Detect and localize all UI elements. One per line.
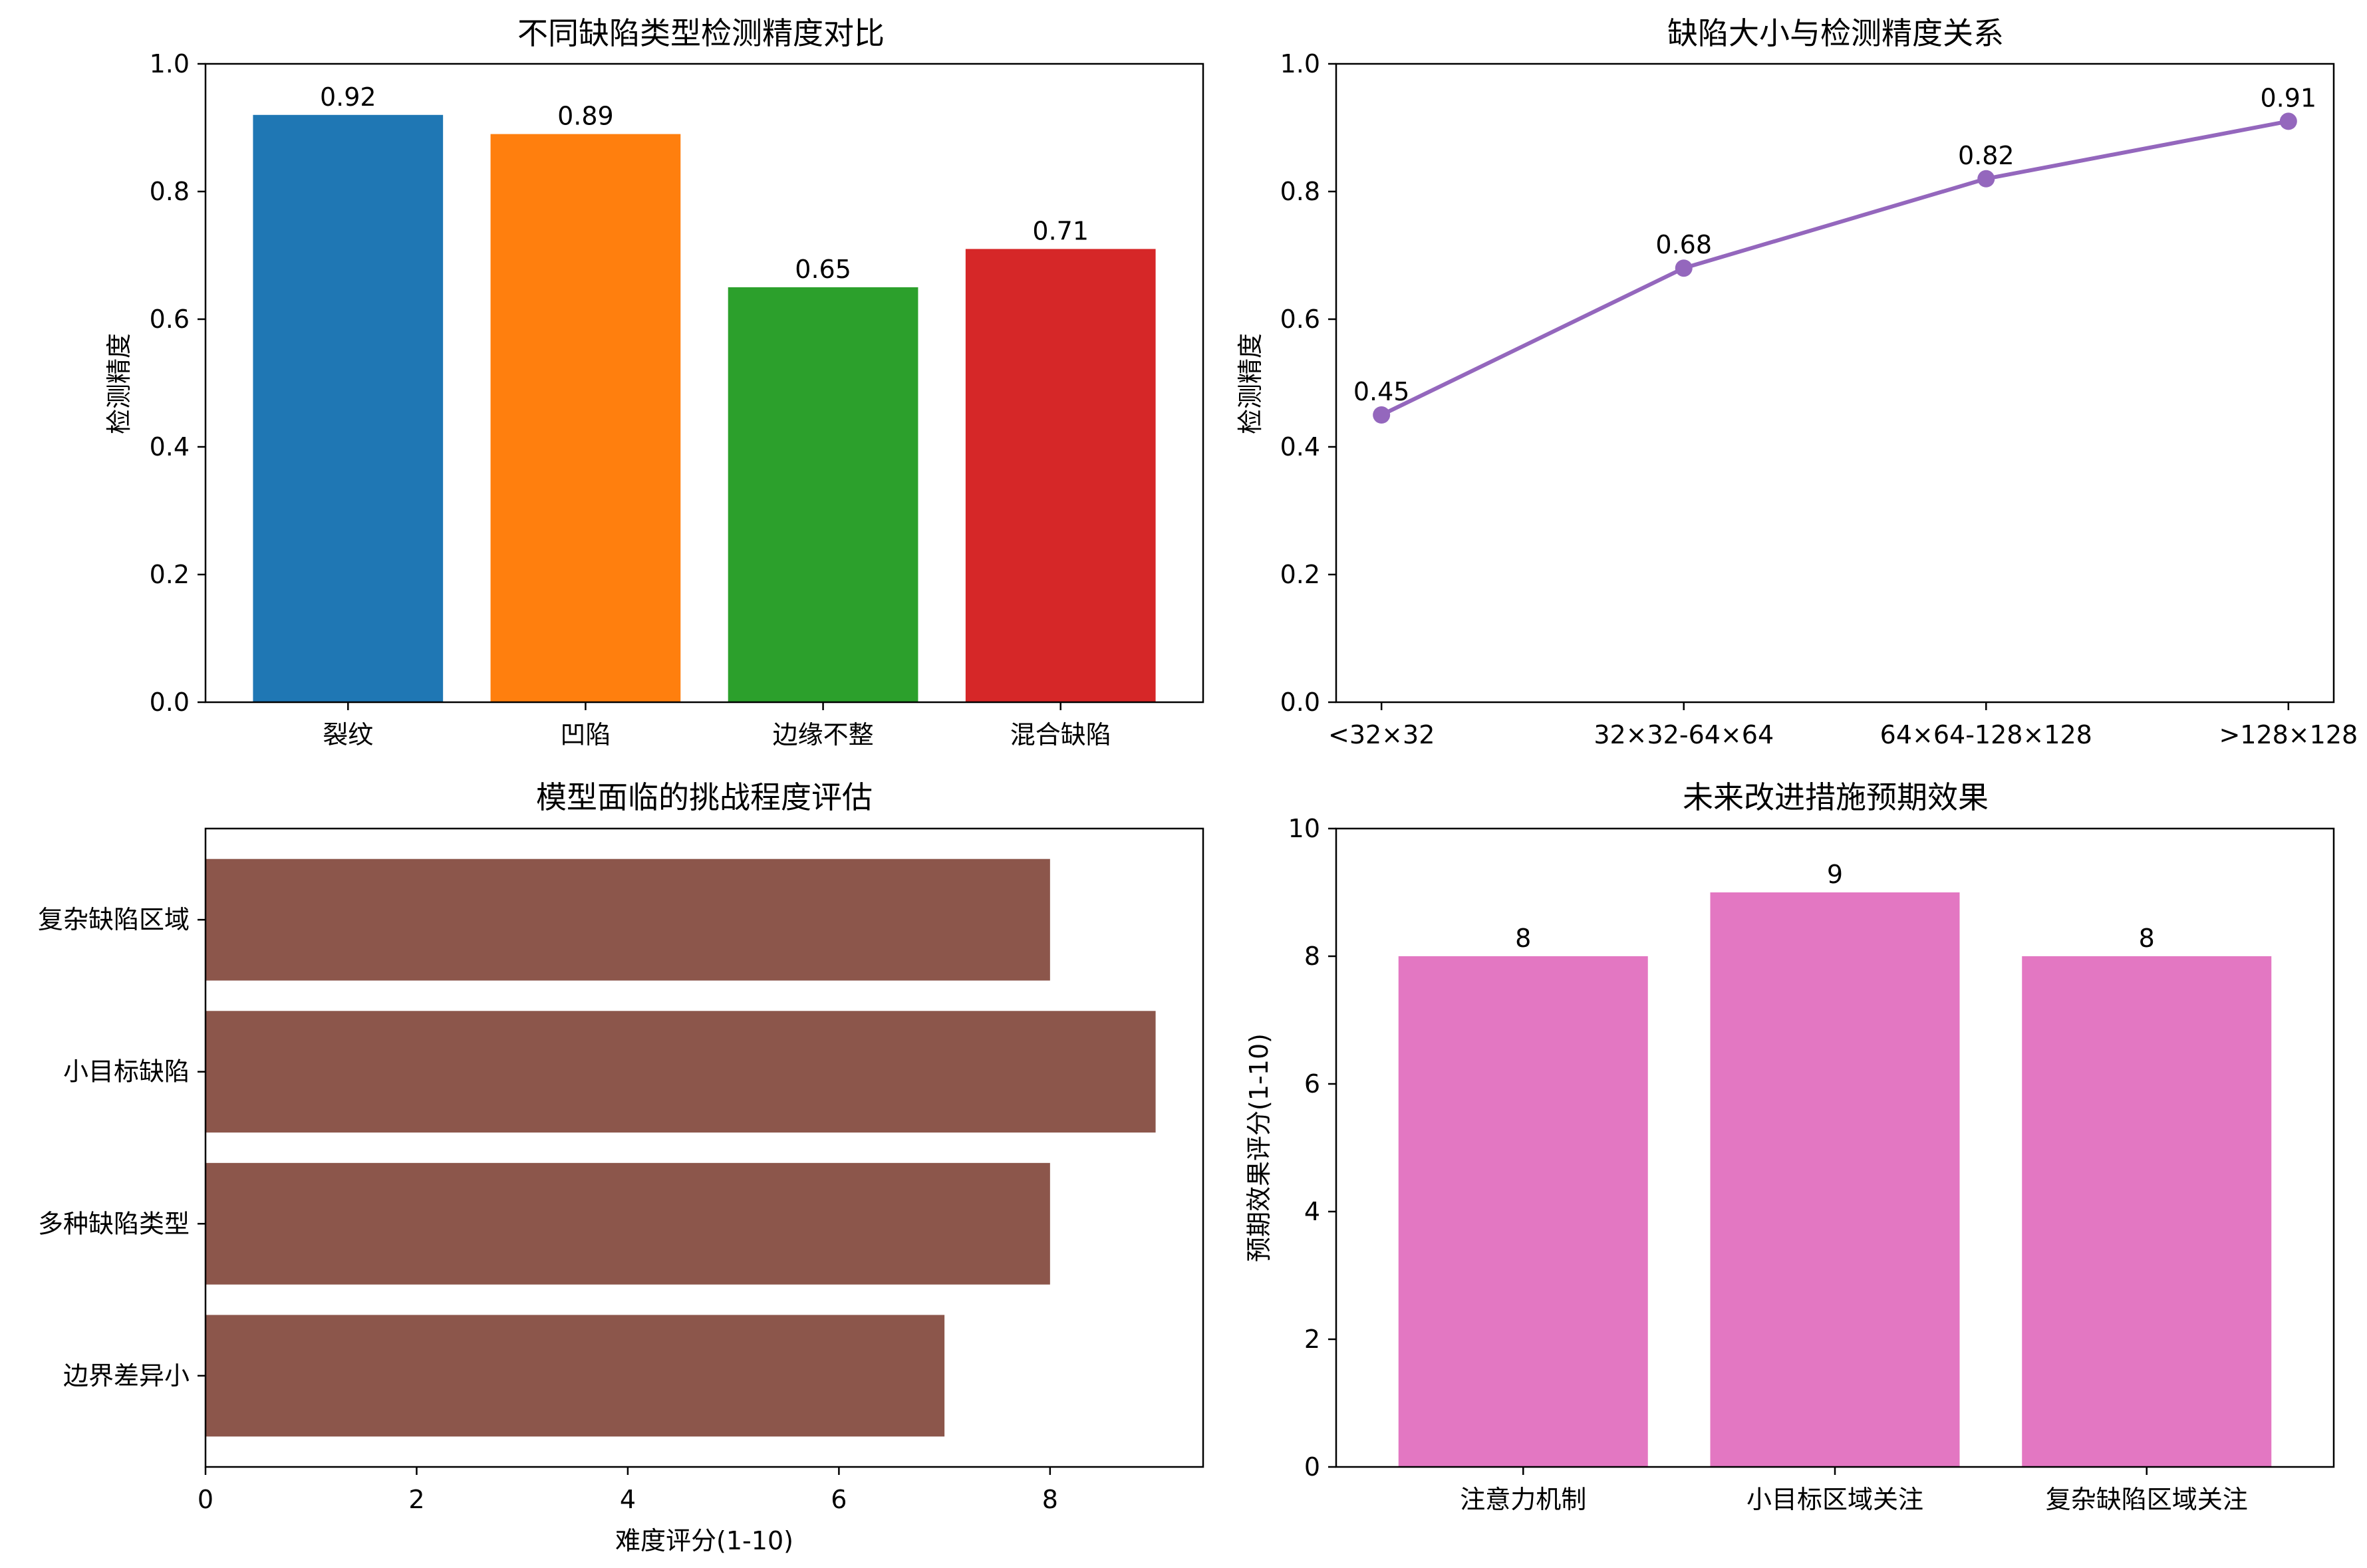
x-tick-label: <32×32 — [1328, 720, 1435, 749]
data-label: 8 — [2139, 924, 2155, 953]
plot-frame — [1335, 827, 2335, 1468]
bar — [206, 1162, 1050, 1285]
y-tick-label: 6 — [1304, 1069, 1320, 1099]
y-tick-label: 边界差异小 — [63, 1361, 190, 1390]
data-label: 0.92 — [320, 82, 376, 112]
y-tick-label: 小目标缺陷 — [63, 1057, 190, 1087]
chart-defect-size-accuracy: 缺陷大小与检测精度关系 检测精度 0.45 0.68 0.82 0.91 <32×32 3… — [1236, 15, 2358, 749]
bar — [206, 1315, 945, 1437]
x-tick-label: 小目标区域关注 — [1746, 1485, 1923, 1514]
x-tick-label: 2 — [408, 1485, 424, 1514]
x-tick-label: >128×128 — [2219, 720, 2358, 749]
y-tick-label: 0.2 — [1280, 560, 1320, 589]
data-point — [2279, 112, 2297, 130]
x-tick-label: 混合缺陷 — [1010, 720, 1111, 749]
x-tick-label: 注意力机制 — [1460, 1485, 1586, 1514]
bar — [253, 114, 444, 703]
bar — [965, 249, 1156, 702]
y-tick-label: 0 — [1304, 1452, 1320, 1482]
x-tick-label: 0 — [198, 1485, 213, 1514]
data-label: 0.45 — [1353, 377, 1410, 406]
data-point — [1675, 259, 1693, 277]
plot-frame — [204, 63, 1204, 704]
bar — [490, 134, 681, 703]
data-point — [1977, 170, 1995, 188]
chart-title: 未来改进措施预期效果 — [1683, 779, 1989, 815]
data-label: 0.91 — [2261, 83, 2317, 112]
plot-frame — [1335, 63, 2335, 704]
bar — [2022, 956, 2272, 1467]
x-tick-label: 32×32-64×64 — [1594, 720, 1774, 749]
x-axis-label: 难度评分(1-10) — [615, 1526, 793, 1555]
bar — [206, 858, 1050, 981]
data-label: 0.89 — [557, 102, 614, 131]
y-tick-label: 0.2 — [150, 560, 190, 589]
y-tick-label: 10 — [1288, 814, 1320, 843]
y-tick-label: 0.6 — [150, 305, 190, 334]
data-label: 0.65 — [795, 255, 851, 284]
x-tick-label: 8 — [1042, 1485, 1058, 1514]
chart-challenge-difficulty: 模型面临的挑战程度评估 难度评分(1-10) 0 2 4 6 8 边界差异小 多种缺陷类型 小… — [38, 779, 1204, 1555]
plot-frame — [204, 827, 1204, 1468]
bar — [728, 287, 918, 702]
y-tick-label: 多种缺陷类型 — [38, 1209, 190, 1238]
series-line — [1380, 119, 2289, 417]
data-label: 9 — [1827, 860, 1843, 889]
y-tick-label: 0.4 — [1280, 432, 1320, 461]
data-point — [1373, 406, 1391, 424]
x-tick-label: 边缘不整 — [773, 720, 874, 749]
chart-future-improvements: 未来改进措施预期效果 预期效果评分(1-10) 8 9 8 注意力机制 小目标区域关注 复… — [1244, 779, 2335, 1514]
x-tick-label: 裂纹 — [323, 720, 373, 749]
chart-title: 模型面临的挑战程度评估 — [536, 779, 873, 815]
y-tick-label: 0.8 — [150, 177, 190, 206]
data-label: 0.82 — [1958, 141, 2015, 170]
x-tick-label: 凹陷 — [560, 720, 611, 749]
bar — [1710, 892, 1960, 1467]
y-axis-label: 检测精度 — [1236, 333, 1265, 434]
chart-title: 不同缺陷类型检测精度对比 — [517, 15, 885, 51]
data-label: 0.71 — [1032, 216, 1089, 245]
y-tick-label: 1.0 — [150, 49, 190, 78]
bar — [1398, 956, 1648, 1467]
x-tick-label: 4 — [620, 1485, 636, 1514]
chart-defect-type-accuracy: 不同缺陷类型检测精度对比 检测精度 0.92 0.89 0.65 0.71 裂纹 凹陷 边缘… — [104, 15, 1204, 749]
x-tick-label: 6 — [831, 1485, 847, 1514]
data-label: 0.68 — [1655, 230, 1712, 259]
y-tick-label: 复杂缺陷区域 — [38, 905, 190, 934]
data-label: 8 — [1515, 924, 1531, 953]
y-tick-label: 8 — [1304, 942, 1320, 971]
y-axis-label: 预期效果评分(1-10) — [1244, 1033, 1274, 1262]
y-axis-label: 检测精度 — [104, 333, 134, 434]
y-tick-label: 0.6 — [1280, 305, 1320, 334]
x-tick-label: 64×64-128×128 — [1880, 720, 2092, 749]
bar — [206, 1011, 1156, 1133]
y-tick-label: 0.0 — [150, 688, 190, 717]
y-tick-label: 2 — [1304, 1325, 1320, 1354]
y-tick-label: 1.0 — [1280, 49, 1320, 78]
y-tick-label: 0.8 — [1280, 177, 1320, 206]
y-tick-label: 4 — [1304, 1197, 1320, 1226]
y-tick-label: 0.4 — [150, 432, 190, 461]
chart-title: 缺陷大小与检测精度关系 — [1667, 15, 2004, 51]
x-tick-label: 复杂缺陷区域关注 — [2046, 1485, 2248, 1514]
y-tick-label: 0.0 — [1280, 688, 1320, 717]
